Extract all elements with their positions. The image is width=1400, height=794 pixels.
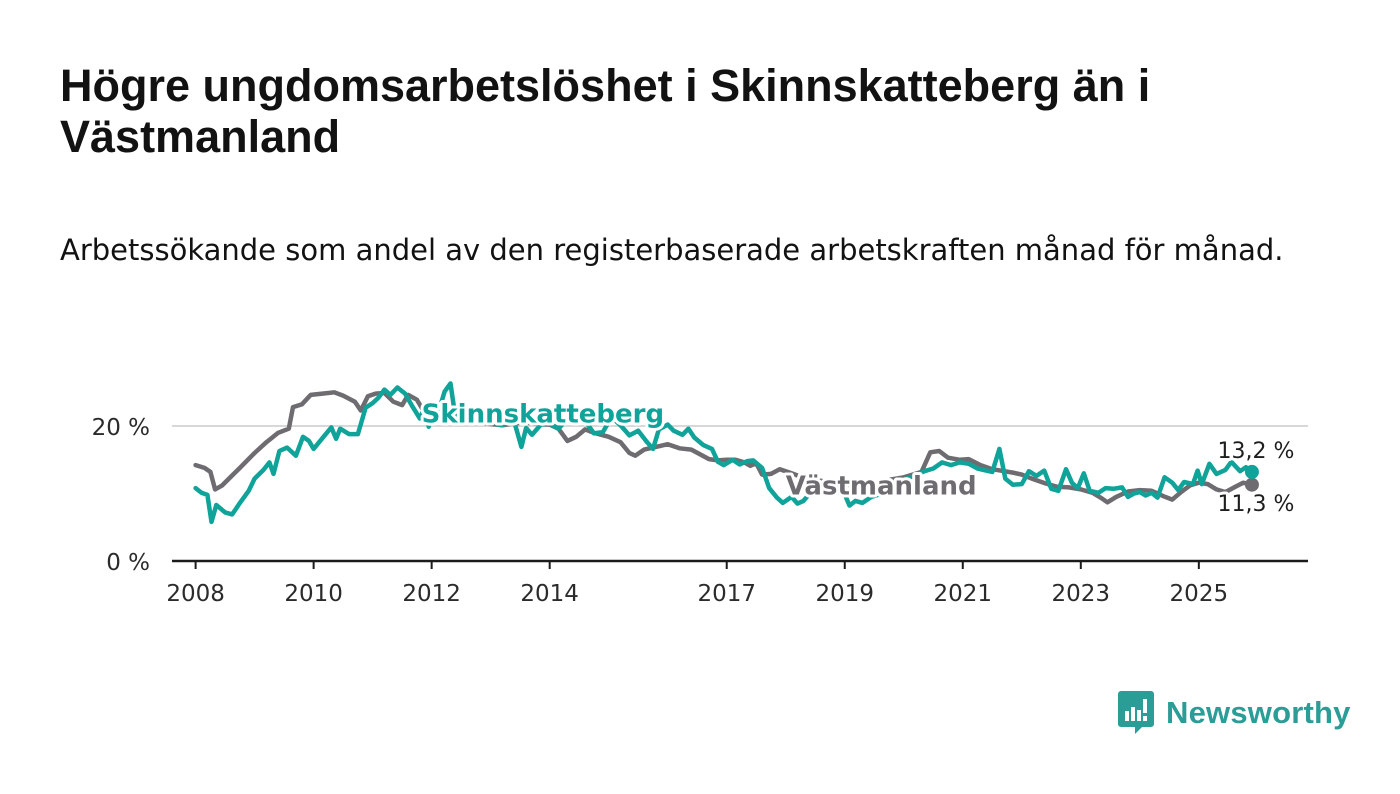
- chart-title: Högre ungdomsarbetslöshet i Skinnskatteb…: [60, 60, 1151, 162]
- newsworthy-logo-text: Newsworthy: [1166, 695, 1351, 730]
- x-tick-label: 2012: [402, 581, 461, 607]
- x-tick-label: 2008: [166, 581, 225, 607]
- chart-subtitle: Arbetssökande som andel av den registerb…: [60, 233, 1284, 267]
- x-tick-label: 2023: [1052, 581, 1111, 607]
- newsworthy-logo: Newsworthy: [1118, 690, 1351, 736]
- x-tick-label: 2021: [934, 581, 993, 607]
- newsworthy-logo-icon: [1118, 691, 1154, 734]
- x-tick-label: 2010: [284, 581, 343, 607]
- y-tick-label: 20 %: [92, 415, 150, 441]
- x-tick-label: 2017: [697, 581, 756, 607]
- x-tick-label: 2025: [1170, 581, 1229, 607]
- series-label-skinnskatteberg: Skinnskatteberg: [422, 400, 664, 430]
- y-tick-label: 0 %: [106, 550, 150, 576]
- end-point-skinnskatteberg: [1244, 464, 1259, 479]
- series-label-vastmanland: Västmanland: [786, 472, 977, 502]
- axis-layer: 0 % 20 % 2008 2010 2012 2014 2017 2019 2021 2023 2…: [92, 415, 1308, 607]
- end-label-skinnskatteberg: 13,2 %: [1218, 439, 1295, 464]
- series-line-skinnskatteberg: [193, 381, 1255, 525]
- end-point-vastmanland: [1244, 477, 1259, 492]
- series-layer: [193, 381, 1259, 525]
- x-tick-label: 2019: [815, 581, 874, 607]
- x-tick-label: 2014: [520, 581, 579, 607]
- label-layer: Västmanland Skinnskatteberg 13,2 % 11,3 %: [419, 397, 1298, 521]
- series-line-vastmanland: [193, 390, 1255, 505]
- end-label-vastmanland: 11,3 %: [1218, 492, 1295, 517]
